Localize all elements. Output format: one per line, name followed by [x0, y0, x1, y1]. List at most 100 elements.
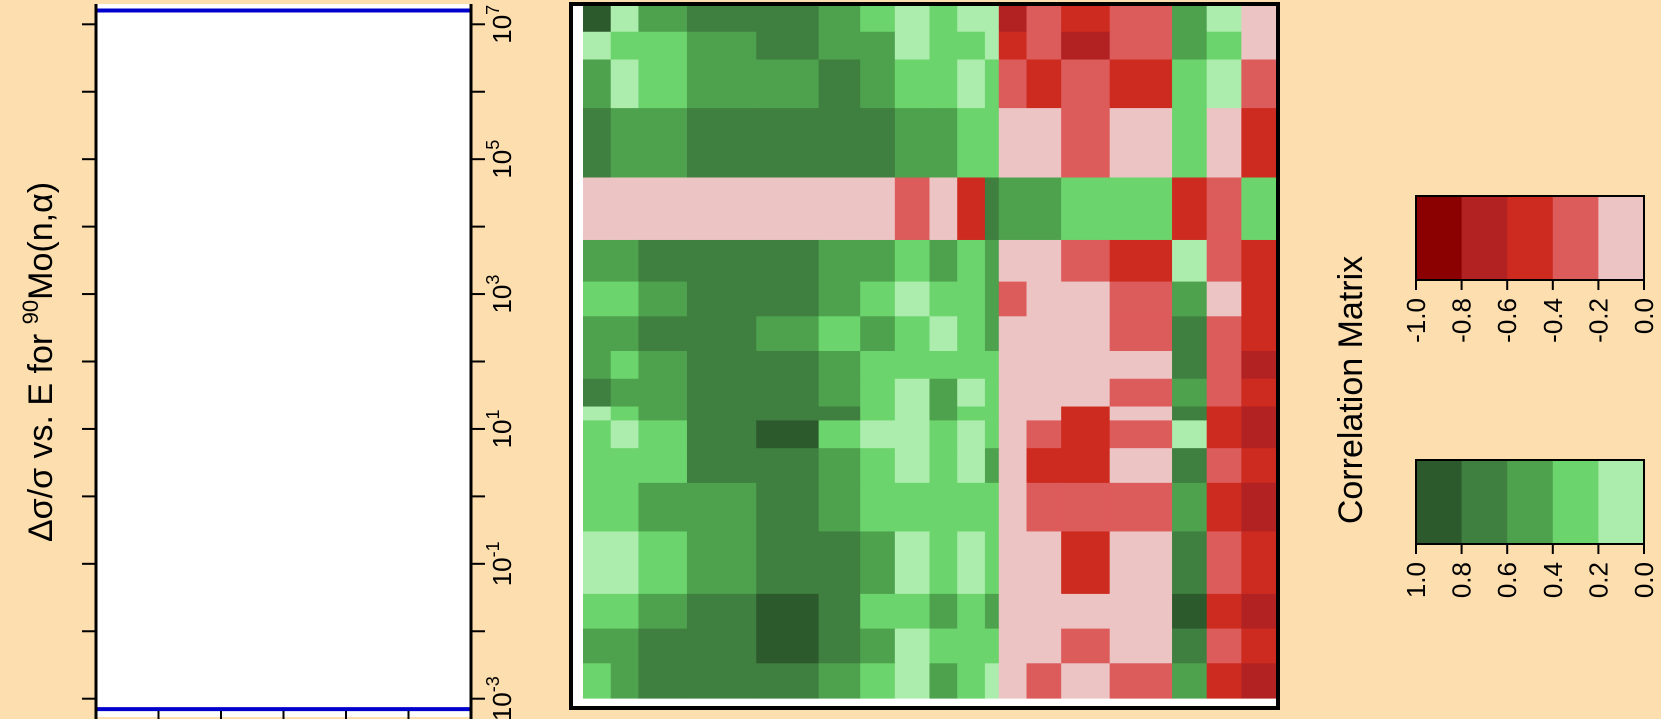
heatmap-cell: [583, 31, 612, 61]
heatmap-cell: [1026, 628, 1062, 664]
heatmap-cell: [860, 316, 896, 352]
heatmap-cell: [638, 281, 688, 317]
heatmap-cell: [1026, 351, 1062, 380]
heatmap-cell: [1241, 378, 1277, 408]
legend-negative-labels: -1.0 -0.8 -0.6 -0.4 -0.2 0.0: [1401, 298, 1659, 343]
heatmap-cell: [1206, 108, 1242, 179]
correlation-legend: Correlation Matrix -1.0 -0.8 -0.6 -0.4 -0.2 0…: [1332, 195, 1659, 598]
heatmap-cell: [894, 663, 931, 699]
heatmap-cell: [957, 108, 986, 179]
heatmap-cells: [583, 4, 1277, 699]
heatmap-cell: [818, 4, 861, 33]
legend-negative-bar: [1415, 195, 1645, 290]
heatmap-cell: [929, 406, 958, 421]
heatmap-cell: [929, 281, 958, 317]
heatmap-cell: [984, 628, 1000, 664]
heatmap-cell: [1241, 59, 1277, 109]
heatmap-cell: [894, 448, 931, 484]
heatmap-cell: [894, 482, 931, 533]
heatmap-cell: [860, 351, 896, 380]
legend-swatch: [1461, 196, 1508, 280]
heatmap-cell: [686, 593, 757, 630]
legend-swatch: [1552, 460, 1599, 544]
heatmap-cell: [1172, 663, 1208, 699]
heatmap-cell: [860, 4, 896, 33]
heatmap-cell: [1172, 531, 1208, 595]
heatmap-cell: [957, 281, 986, 317]
heatmap-cell: [686, 351, 757, 380]
heatmap-cell: [1061, 420, 1111, 449]
heatmap-cell: [957, 448, 986, 484]
heatmap-cell: [860, 663, 896, 699]
legend-swatch: [1598, 460, 1645, 544]
heatmap-cell: [894, 378, 931, 408]
heatmap-cell: [686, 663, 757, 699]
heatmap-cell: [610, 239, 640, 283]
heatmap-cell: [1109, 420, 1173, 449]
heatmap-cell: [1172, 239, 1208, 283]
heatmap-cell: [860, 482, 896, 533]
heatmap-cell: [998, 663, 1028, 699]
heatmap-cell: [1026, 31, 1062, 61]
heatmap-cell: [1206, 531, 1242, 595]
heatmap-cell: [1061, 239, 1111, 283]
heatmap-cell: [1026, 531, 1062, 595]
heatmap-cell: [1206, 31, 1242, 61]
heatmap-cell: [1206, 4, 1242, 33]
heatmap-cell: [929, 593, 958, 630]
heatmap-cell: [1172, 406, 1208, 421]
heatmap-cell: [756, 406, 820, 421]
heatmap-cell: [686, 31, 757, 61]
heatmap-cell: [686, 628, 757, 664]
heatmap-cell: [957, 59, 986, 109]
heatmap-cell: [984, 593, 1000, 630]
heatmap-cell: [860, 406, 896, 421]
heatmap-cell: [583, 482, 612, 533]
heatmap-cell: [1172, 351, 1208, 380]
heatmap-cell: [957, 4, 986, 33]
y-tick-label: 103: [483, 275, 517, 314]
heatmap-cell: [1061, 281, 1111, 317]
heatmap-cell: [1172, 281, 1208, 317]
heatmap-cell: [610, 420, 640, 449]
heatmap-cell: [984, 531, 1000, 595]
heatmap-cell: [818, 239, 861, 283]
heatmap-cell: [583, 406, 612, 421]
heatmap-cell: [686, 239, 757, 283]
heatmap-cell: [1026, 482, 1062, 533]
heatmap-cell: [1109, 663, 1173, 699]
heatmap-cell: [686, 4, 757, 33]
heatmap-cell: [1061, 628, 1111, 664]
heatmap-cell: [894, 4, 931, 33]
legend-tick-label: 0.2: [1583, 562, 1613, 598]
heatmap-cell: [610, 448, 640, 484]
heatmap-cell: [929, 316, 958, 352]
heatmap-cell: [1241, 31, 1277, 61]
heatmap-cell: [818, 593, 861, 630]
heatmap-cell: [1109, 4, 1173, 33]
heatmap-cell: [610, 108, 640, 179]
heatmap-cell: [638, 448, 688, 484]
heatmap-cell: [1109, 239, 1173, 283]
heatmap-cell: [929, 31, 958, 61]
heatmap-cell: [860, 628, 896, 664]
heatmap-cell: [1026, 316, 1062, 352]
y-tick-labels: 10-3 10-1 101 103 105 107: [483, 5, 517, 719]
heatmap-cell: [957, 378, 986, 408]
heatmap-cell: [860, 177, 896, 241]
heatmap-cell: [756, 378, 820, 408]
heatmap-cell: [818, 177, 861, 241]
heatmap-cell: [818, 482, 861, 533]
heatmap-cell: [860, 281, 896, 317]
heatmap-cell: [984, 406, 1000, 421]
heatmap-cell: [1172, 108, 1208, 179]
heatmap-cell: [686, 59, 757, 109]
heatmap-cell: [984, 420, 1000, 449]
heatmap-cell: [957, 406, 986, 421]
heatmap-cell: [984, 239, 1000, 283]
heatmap-cell: [756, 482, 820, 533]
heatmap-cell: [756, 59, 820, 109]
heatmap-cell: [1172, 482, 1208, 533]
heatmap-cell: [984, 448, 1000, 484]
heatmap-cell: [1061, 663, 1111, 699]
